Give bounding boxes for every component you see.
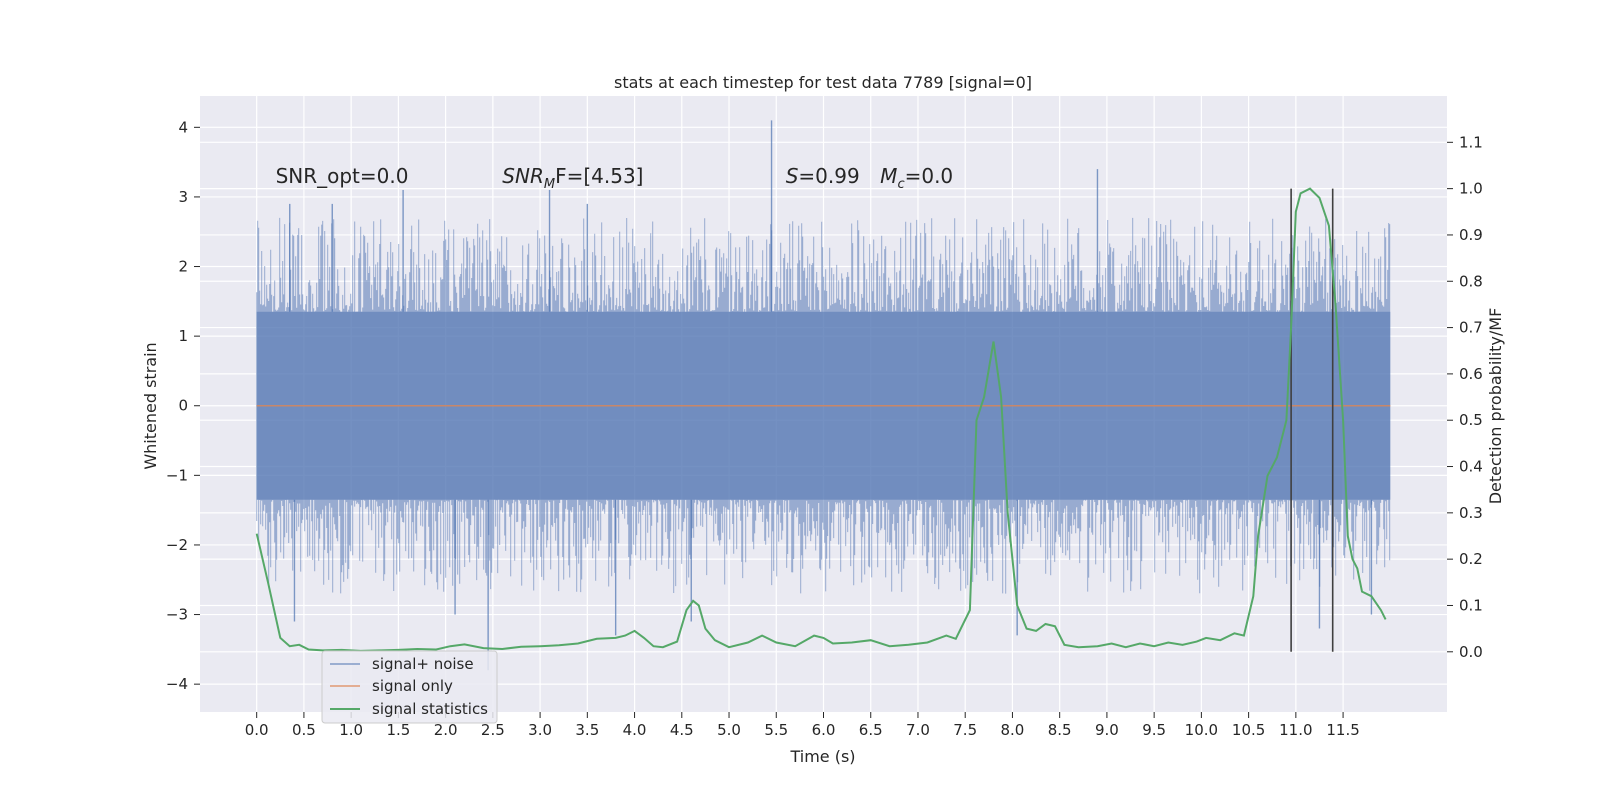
- annotation-mc: Mc=0.0: [880, 164, 953, 192]
- y-tick-label: 0: [178, 397, 188, 415]
- x-tick-label: 6.5: [859, 721, 883, 739]
- x-tick-label: 8.0: [1001, 721, 1025, 739]
- legend-label-signal-noise: signal+ noise: [372, 655, 474, 673]
- annotations: SNR_opt=0.0 SNRMF=[4.53] S=0.99 Mc=0.0: [276, 164, 954, 192]
- x-tick-label: 11.0: [1279, 721, 1312, 739]
- y2-axis-ticks: 0.0 0.1 0.2 0.3 0.4 0.5 0.6 0.7 0.8 0.9 1.0 1.1: [1447, 133, 1483, 661]
- legend-box: [321, 650, 498, 724]
- legend-label-signal-only: signal only: [372, 677, 453, 695]
- y2-tick-label: 0.9: [1459, 226, 1483, 244]
- y2-tick-label: 0.7: [1459, 319, 1483, 337]
- y-tick-label: −1: [166, 466, 188, 484]
- x-tick-label: 6.0: [812, 721, 836, 739]
- x-tick-label: 1.5: [386, 721, 410, 739]
- x-tick-label: 2.0: [434, 721, 458, 739]
- series-signal-statistics: [255, 187, 1387, 652]
- y2-tick-label: 0.1: [1459, 596, 1483, 614]
- legend: signal+ noise signal only signal statist…: [321, 650, 498, 724]
- annotation-s-main: S: [786, 164, 799, 188]
- y2-tick-label: 0.0: [1459, 643, 1483, 661]
- y2-tick-label: 0.6: [1459, 365, 1483, 383]
- annotation-mc-rest: =0.0: [905, 164, 954, 188]
- y2-tick-label: 1.1: [1459, 133, 1483, 151]
- y2-tick-label: 0.4: [1459, 458, 1483, 476]
- x-tick-label: 2.5: [481, 721, 505, 739]
- x-axis-label: Time (s): [789, 747, 855, 766]
- x-tick-label: 11.5: [1326, 721, 1359, 739]
- x-tick-label: 4.5: [670, 721, 694, 739]
- legend-label-signal-statistics: signal statistics: [372, 700, 488, 718]
- annotation-snr-mf-rest: F=[4.53]: [555, 164, 643, 188]
- x-tick-label: 7.5: [953, 721, 977, 739]
- annotation-snr-opt: SNR_opt=0.0: [276, 164, 409, 188]
- y-tick-label: −4: [166, 675, 188, 693]
- x-tick-label: 5.0: [717, 721, 741, 739]
- x-tick-label: 0.0: [245, 721, 269, 739]
- x-tick-label: 10.0: [1185, 721, 1218, 739]
- chart-title: stats at each timestep for test data 778…: [614, 73, 1032, 92]
- y2-tick-label: 0.8: [1459, 272, 1483, 290]
- x-tick-label: 3.5: [575, 721, 599, 739]
- y-tick-label: −3: [166, 606, 188, 624]
- y2-tick-label: 0.3: [1459, 504, 1483, 522]
- x-tick-label: 1.0: [339, 721, 363, 739]
- x-tick-label: 4.0: [623, 721, 647, 739]
- annotation-mc-sub: c: [897, 177, 904, 192]
- annotation-snr-mf-main: SNR: [502, 164, 544, 188]
- y2-tick-label: 0.2: [1459, 550, 1483, 568]
- y-tick-label: 4: [178, 118, 188, 136]
- x-tick-label: 9.0: [1095, 721, 1119, 739]
- x-tick-label: 0.5: [292, 721, 316, 739]
- y2-tick-label: 1.0: [1459, 180, 1483, 198]
- annotation-snr-mf: SNRMF=[4.53]: [502, 164, 643, 192]
- x-tick-label: 9.5: [1142, 721, 1166, 739]
- y-tick-label: 2: [178, 258, 188, 276]
- x-tick-label: 10.5: [1232, 721, 1265, 739]
- y-axis-label: Whitened strain: [141, 342, 160, 469]
- y2-tick-label: 0.5: [1459, 411, 1483, 429]
- x-tick-label: 8.5: [1048, 721, 1072, 739]
- x-tick-label: 7.0: [906, 721, 930, 739]
- y-axis-ticks: −4 −3 −2 −1 0 1 2 3 4: [166, 118, 200, 693]
- annotation-s-rest: =0.99: [798, 164, 859, 188]
- annotation-s-stat: S=0.99: [786, 164, 860, 188]
- y-tick-label: 3: [178, 188, 188, 206]
- y2-axis-label: Detection probability/MF: [1486, 308, 1505, 505]
- signal-noise-trace: [256, 217, 1391, 594]
- y-tick-label: −2: [166, 536, 188, 554]
- signal-statistics-line: [255, 187, 1387, 652]
- x-axis-ticks: 0.0 0.5 1.0 1.5 2.0 2.5 3.0 3.5 4.0 4.5 5.0 5.5 6.0 6…: [245, 712, 1360, 739]
- annotation-mc-main: M: [880, 164, 897, 188]
- x-tick-label: 3.0: [528, 721, 552, 739]
- x-tick-label: 5.5: [764, 721, 788, 739]
- annotation-snr-mf-sub: M: [544, 177, 555, 192]
- y-tick-label: 1: [178, 327, 188, 345]
